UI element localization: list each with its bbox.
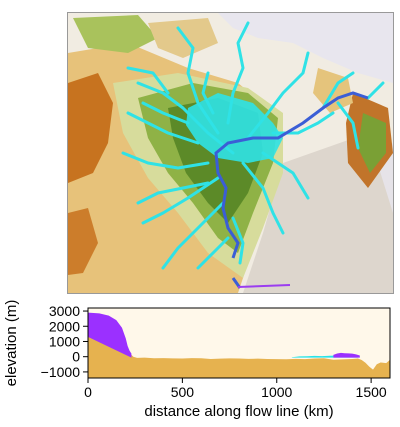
drainage-channel (136, 81, 235, 155)
upland-region (73, 15, 158, 53)
drainage-channel (226, 21, 250, 125)
drainage-channel (336, 101, 360, 150)
terminus-marker (237, 284, 291, 288)
profile-series-0 (88, 312, 132, 358)
lowland-region (148, 18, 218, 58)
upland-region (358, 113, 386, 173)
x-tick-label: 1500 (356, 384, 387, 400)
drainage-channel (196, 236, 230, 270)
drainage-channel (136, 181, 210, 205)
drainage-channel (261, 151, 310, 200)
x-tick-label: 1000 (261, 384, 292, 400)
x-axis-title: distance along flow line (km) (144, 403, 333, 420)
flow-line (214, 91, 369, 259)
drainage-channel (126, 66, 170, 95)
drainage-channel (321, 71, 355, 110)
y-axis-title: elevation (m) (3, 300, 20, 387)
y-tick-label: 3000 (49, 303, 80, 319)
drainage-channel (246, 51, 310, 140)
y-tick-label: 2000 (49, 318, 80, 334)
profile-series-1 (88, 335, 390, 378)
lowland-dark-region (68, 208, 98, 275)
series-layer (88, 312, 390, 378)
drainage-channel (141, 176, 220, 225)
y-tick-label: 0 (72, 349, 80, 365)
ice-sheet-map (67, 12, 394, 294)
drainage-channel (241, 161, 285, 235)
drainage-channel (231, 216, 245, 265)
drainage-channel (201, 71, 215, 115)
drainage-channel (161, 201, 225, 270)
x-tick-label: 0 (84, 384, 92, 400)
lowland-dark-region (68, 73, 113, 183)
elevation-profile-chart: 0 500 1000 1500 −1000 0 1000 2000 3000 distance … (0, 295, 400, 427)
x-tick-label: 500 (171, 384, 195, 400)
drainage-channel (121, 151, 210, 170)
y-tick-label: 1000 (49, 333, 80, 349)
drainage-channel (126, 111, 200, 145)
drainage-channel (366, 81, 385, 100)
drainage-channel (141, 101, 190, 125)
profile-series-3 (333, 352, 360, 358)
drainage-network (121, 21, 385, 270)
drainage-channel (176, 26, 220, 135)
map-canvas (68, 13, 393, 293)
ocean-region (218, 13, 393, 83)
plot-frame (87, 307, 391, 379)
y-tick-label: −1000 (41, 364, 81, 380)
